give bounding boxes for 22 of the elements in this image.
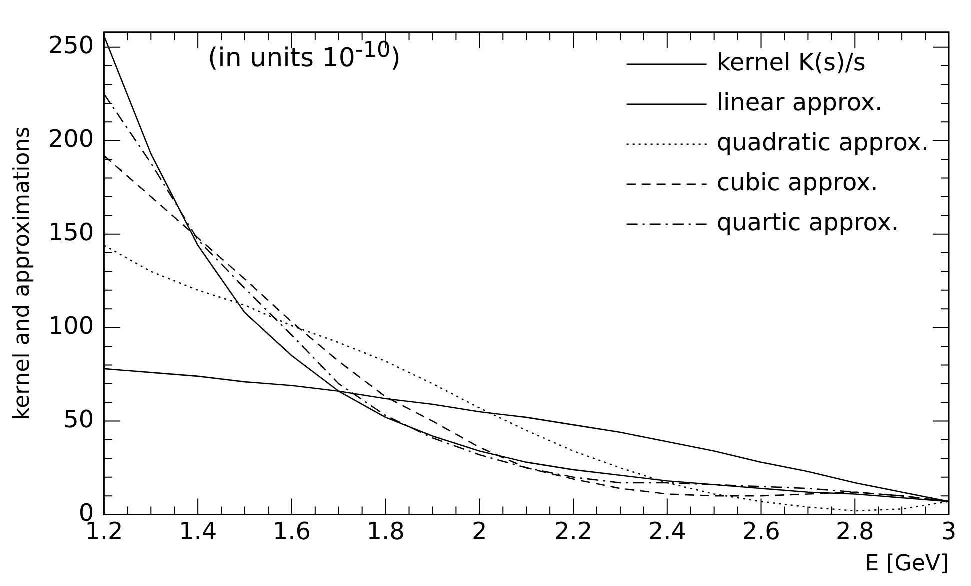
x-tick-label: 2.8 xyxy=(836,517,874,546)
x-tick-label: 2.6 xyxy=(742,517,780,546)
y-axis-title: kernel and approximations xyxy=(10,126,35,420)
annotation: (in units 10$^{-10}$) xyxy=(208,38,401,74)
y-tick-label: 100 xyxy=(48,312,94,340)
legend-label: quartic approx. xyxy=(716,208,900,237)
legend-label: linear approx. xyxy=(716,88,883,117)
legend-label: kernel K(s)/s xyxy=(716,48,866,77)
x-tick-label: 1.8 xyxy=(366,517,405,546)
y-tick-label: 50 xyxy=(64,406,94,434)
y-tick-label: 250 xyxy=(48,32,94,60)
y-tick-label: 200 xyxy=(48,125,94,154)
x-tick-label: 2 xyxy=(472,517,488,546)
x-axis-title: E [GeV] xyxy=(865,552,949,577)
legend-label: cubic approx. xyxy=(716,168,878,197)
legend-label: quadratic approx. xyxy=(716,128,929,157)
x-tick-label: 3 xyxy=(941,517,957,546)
x-tick-label: 1.4 xyxy=(178,517,218,546)
x-tick-label: 2.2 xyxy=(554,517,593,546)
y-tick-label: 150 xyxy=(48,218,94,247)
x-tick-label: 1.6 xyxy=(272,517,312,546)
x-tick-label: 2.4 xyxy=(648,517,686,546)
